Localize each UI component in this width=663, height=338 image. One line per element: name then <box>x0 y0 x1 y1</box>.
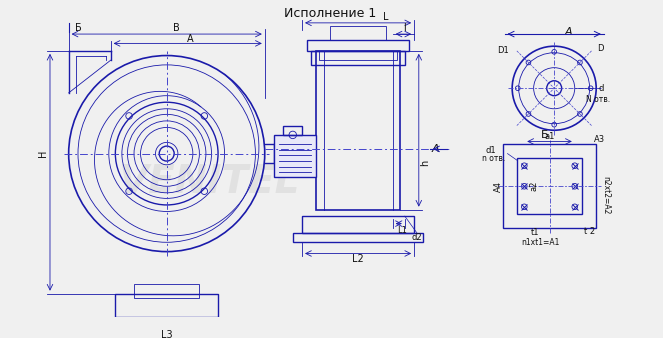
Text: t1: t1 <box>531 228 540 238</box>
Bar <box>319 51 397 60</box>
Text: B: B <box>172 23 180 33</box>
Bar <box>307 40 410 51</box>
Text: L2: L2 <box>352 254 364 264</box>
Bar <box>134 284 200 298</box>
Text: D1: D1 <box>497 46 509 55</box>
Bar <box>274 135 316 177</box>
Text: A: A <box>432 144 440 154</box>
Text: А3: А3 <box>593 135 605 144</box>
Text: n отв.: n отв. <box>482 154 505 163</box>
Text: D: D <box>597 44 604 53</box>
Text: d2: d2 <box>412 233 422 242</box>
Bar <box>517 158 582 214</box>
Bar <box>115 294 218 317</box>
Text: N отв.: N отв. <box>586 95 610 104</box>
Text: L3: L3 <box>161 330 172 338</box>
Text: L: L <box>383 12 389 22</box>
Text: VENITEL: VENITEL <box>118 163 300 200</box>
Bar <box>302 216 414 233</box>
Text: t 2: t 2 <box>584 226 595 236</box>
Text: l: l <box>403 23 406 33</box>
Text: Б: Б <box>75 23 82 33</box>
Text: d: d <box>598 84 603 93</box>
Text: L1: L1 <box>397 226 407 235</box>
Text: n1xt1=A1: n1xt1=A1 <box>521 238 560 247</box>
Bar <box>330 26 386 40</box>
Text: H: H <box>38 150 48 157</box>
Text: d1: d1 <box>485 146 496 155</box>
Text: h: h <box>420 160 430 166</box>
Text: А: А <box>564 27 572 37</box>
Bar <box>503 144 596 228</box>
Text: A4: A4 <box>494 181 503 192</box>
Bar <box>312 51 405 65</box>
Text: A: A <box>187 34 194 44</box>
Text: Б: Б <box>541 130 549 140</box>
Text: Исполнение 1: Исполнение 1 <box>284 7 376 20</box>
Text: a1: a1 <box>544 132 555 141</box>
Text: a2: a2 <box>529 181 538 191</box>
Bar <box>316 51 400 210</box>
Text: n2xt2=A2: n2xt2=A2 <box>601 176 610 215</box>
Bar <box>293 233 424 242</box>
Bar <box>283 126 302 135</box>
